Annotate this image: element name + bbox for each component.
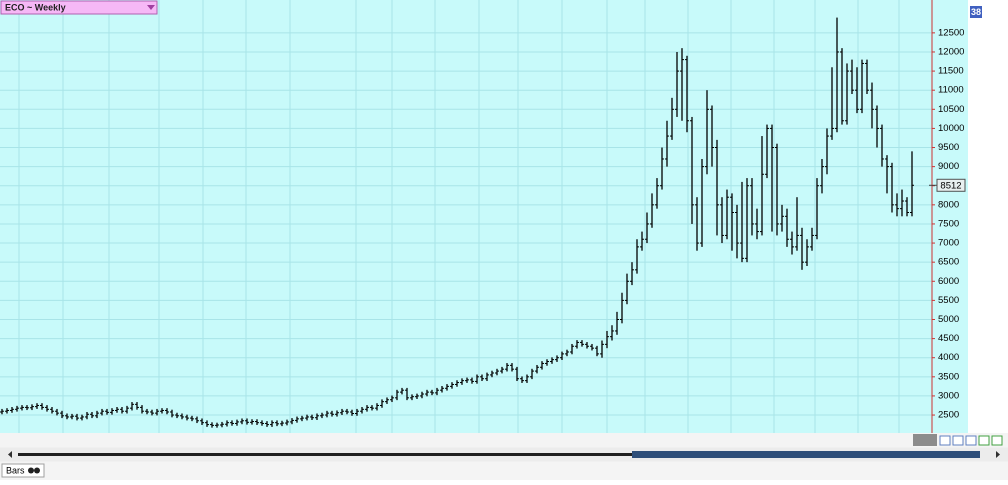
y-tick-label: 6500 — [938, 257, 959, 268]
price-bars — [0, 17, 914, 428]
status-bar — [0, 462, 1008, 480]
study-tab-label: Bars — [6, 465, 25, 475]
toolbar-button[interactable] — [978, 435, 990, 446]
corner-badge-text: 38 — [971, 7, 981, 17]
corner-badge[interactable] — [970, 6, 982, 18]
y-tick-label: 4500 — [938, 333, 959, 344]
toolbar-button[interactable] — [952, 435, 964, 446]
y-tick-label: 12500 — [938, 27, 964, 38]
scroll-right[interactable] — [996, 451, 1000, 458]
time-axis-end — [913, 434, 937, 446]
toolbar-button[interactable] — [939, 435, 951, 446]
y-tick-label: 9500 — [938, 142, 959, 153]
last-price-label: 8512 — [940, 180, 961, 191]
y-tick-label: 4000 — [938, 352, 959, 363]
study-tab[interactable] — [1, 463, 45, 478]
y-tick-label: 2500 — [938, 410, 959, 421]
scroll-range — [18, 453, 980, 456]
y-tick-label: 5000 — [938, 314, 959, 325]
dropdown-arrow[interactable] — [147, 5, 155, 10]
symbol-label: ECO ~ Weekly — [5, 2, 66, 12]
axis-strip — [0, 433, 1008, 447]
toolbar-buttons — [939, 435, 1003, 446]
toolbar-button[interactable] — [965, 435, 977, 446]
plot-background — [0, 0, 968, 433]
last-price-box — [936, 178, 966, 192]
y-tick-label: 8000 — [938, 199, 959, 210]
symbol-selector[interactable] — [0, 0, 158, 15]
scroll-thumb[interactable] — [632, 451, 980, 458]
price-axis-background — [932, 0, 968, 433]
study-icon — [28, 467, 34, 474]
y-tick-label: 10000 — [938, 123, 964, 134]
y-tick-label: 11500 — [938, 66, 964, 77]
y-tick-label: 3500 — [938, 371, 959, 382]
y-tick-label: 7500 — [938, 218, 959, 229]
scroll-left[interactable] — [8, 451, 12, 458]
right-panel — [968, 0, 1008, 433]
grid — [0, 0, 932, 433]
y-tick-label: 10500 — [938, 104, 964, 115]
price-axis: 2500 3000 3500 4000 4500 5000 5500 6000 6500 7000… — [929, 27, 966, 421]
y-tick-label: 7000 — [938, 238, 959, 249]
y-tick-label: 12000 — [938, 46, 964, 57]
y-tick-label: 5500 — [938, 295, 959, 306]
y-tick-label: 6000 — [938, 276, 959, 287]
toolbar-button[interactable] — [991, 435, 1003, 446]
y-tick-label: 11000 — [938, 85, 964, 96]
y-tick-label: 9000 — [938, 161, 959, 172]
y-tick-label: 3000 — [938, 390, 959, 401]
study-icon — [34, 467, 40, 474]
